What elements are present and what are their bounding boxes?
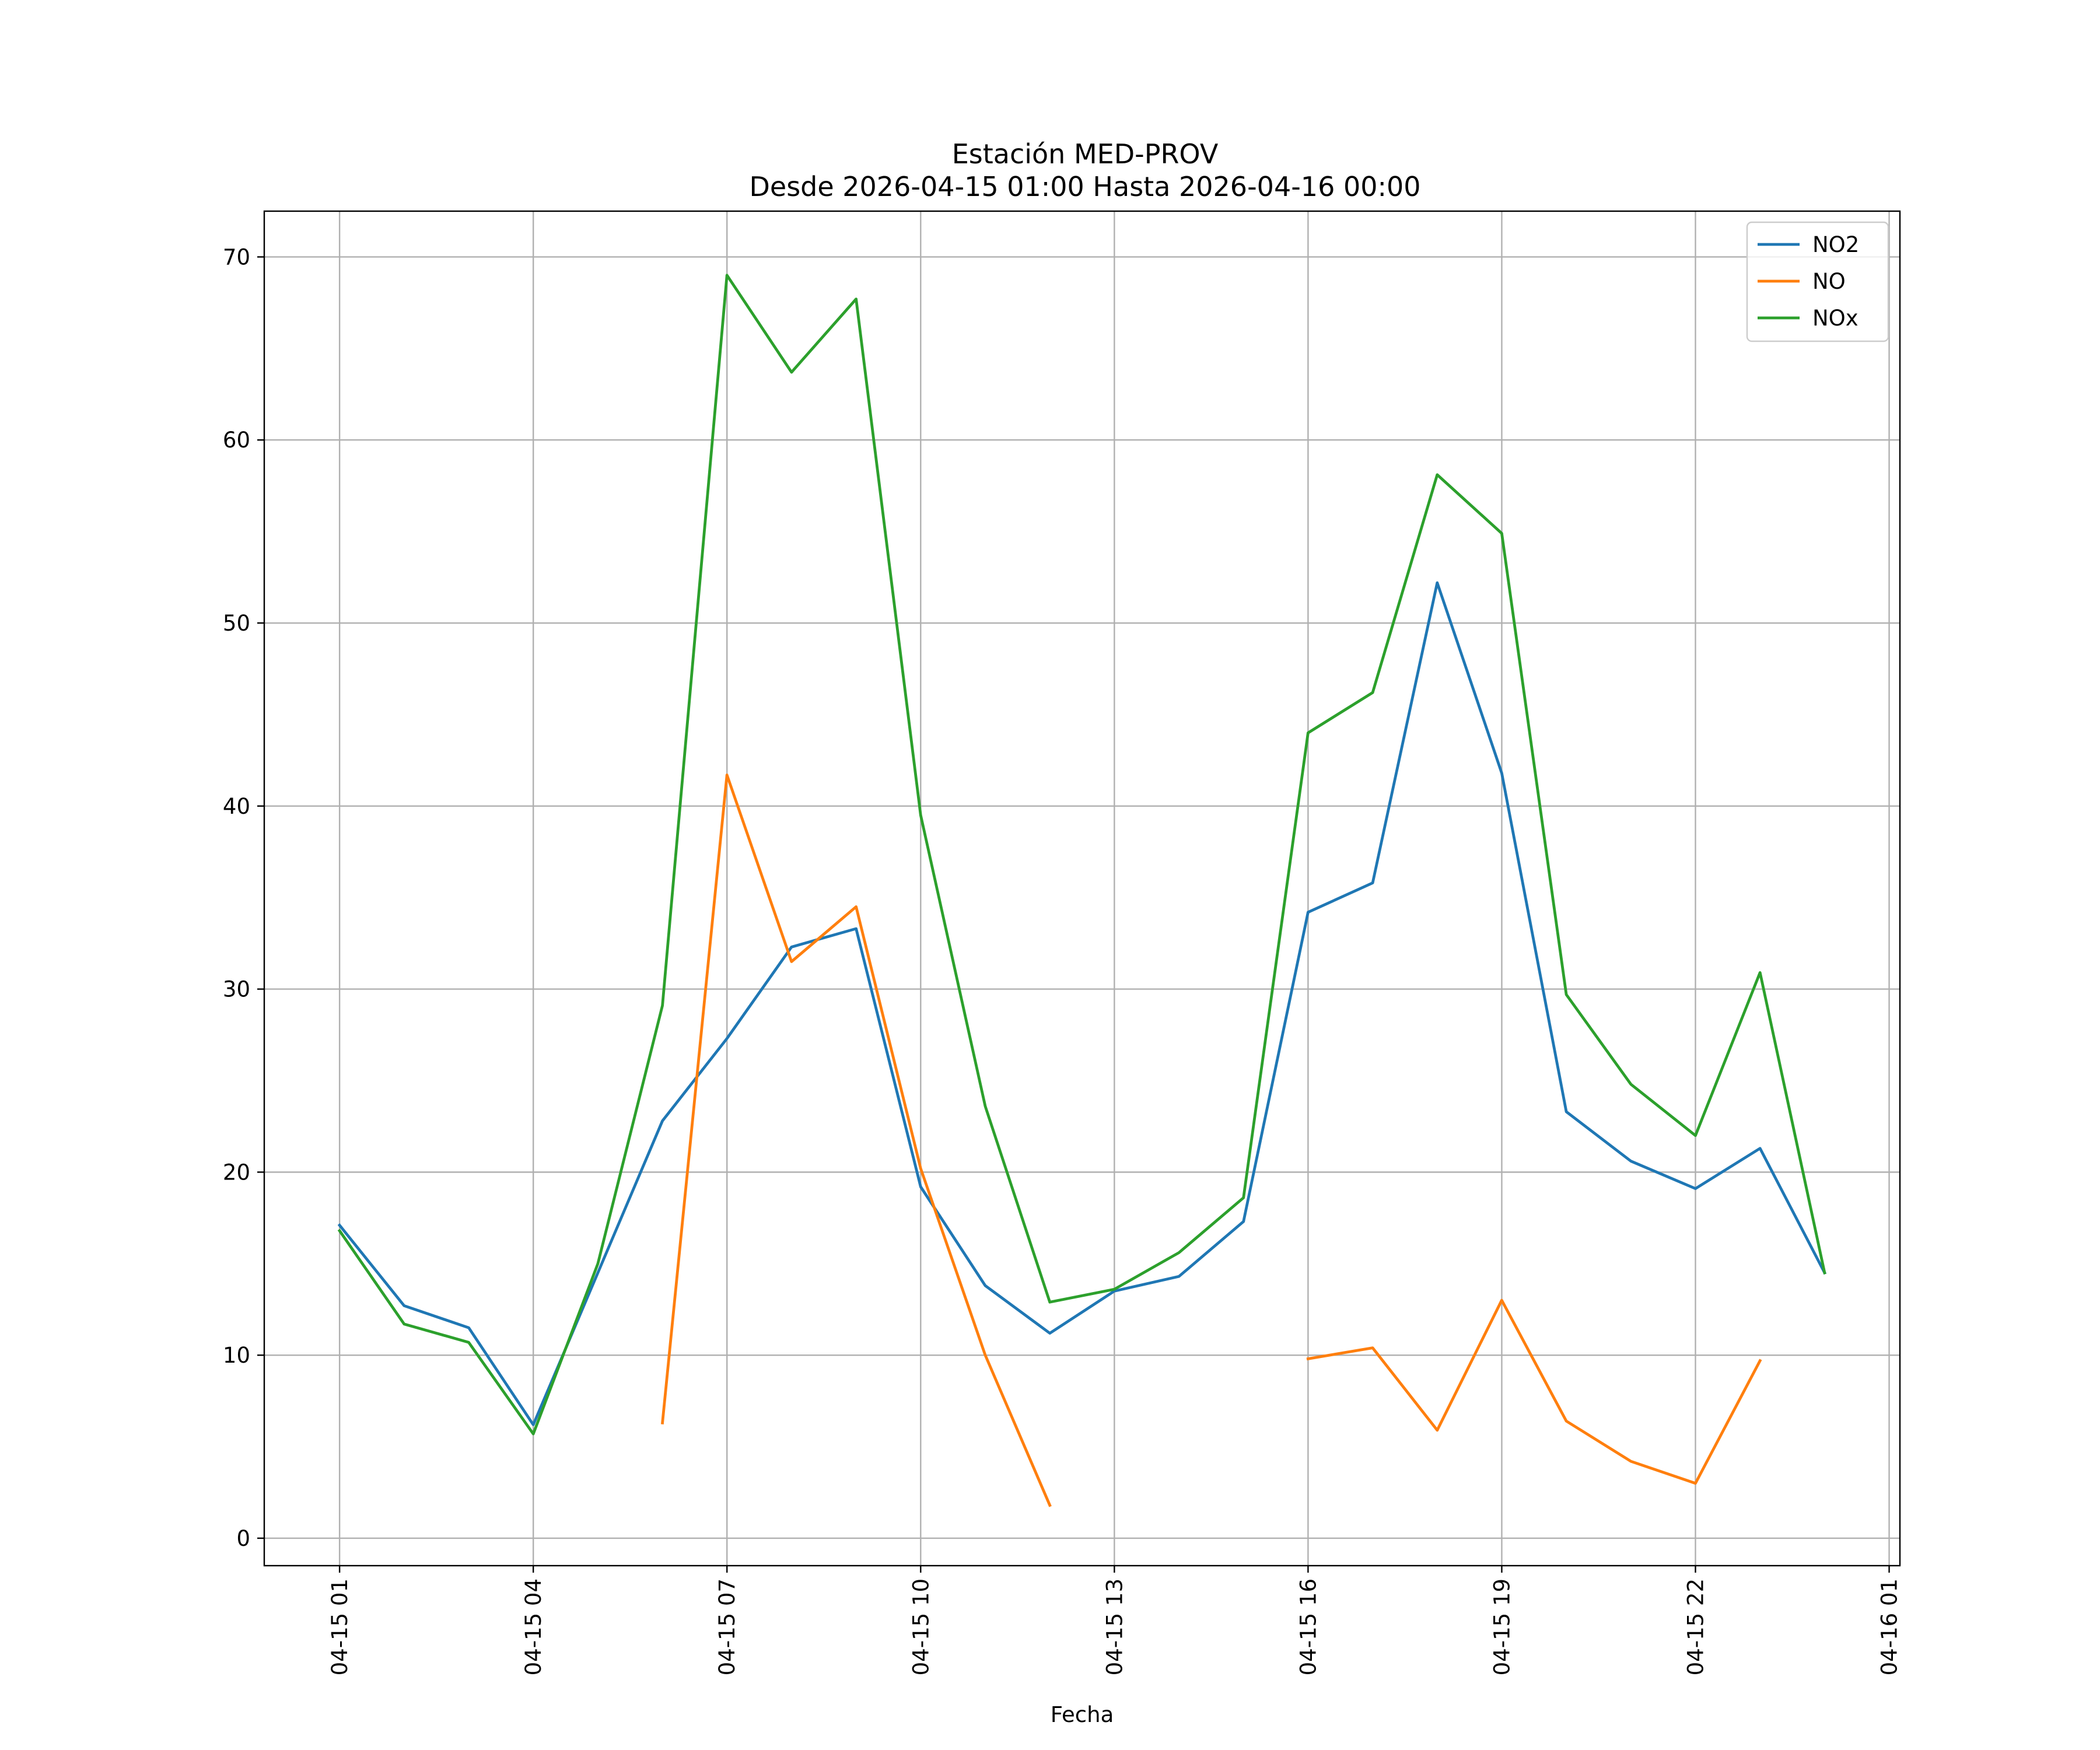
- plot-frame: [263, 210, 1901, 1567]
- grid: [264, 211, 1900, 1566]
- legend: NO2 NO NOx: [1746, 221, 1889, 342]
- y-tick-label: 20: [223, 1160, 250, 1185]
- x-tick-label: 04-15 10: [908, 1578, 933, 1675]
- x-tick-label: 04-15 13: [1102, 1578, 1127, 1675]
- y-tick-label: 0: [236, 1526, 250, 1551]
- y-tick-label: 70: [223, 244, 250, 270]
- x-tick-label: 04-15 22: [1684, 1578, 1709, 1675]
- y-tick-label: 10: [223, 1343, 250, 1368]
- legend-label-nox: NOx: [1812, 306, 1859, 331]
- y-tick-label: 50: [223, 611, 250, 636]
- series-line-no: [660, 774, 1762, 1507]
- legend-box: [1746, 221, 1889, 342]
- series-line-nox: [337, 274, 1826, 1436]
- x-tick-label: 04-15 19: [1489, 1578, 1514, 1675]
- series-line-no2: [337, 581, 1827, 1426]
- series-lines: [337, 274, 1827, 1507]
- axes: 04-15 01 04-15 04 04-15 07 04-15 10 04-15 13…: [223, 244, 1902, 1675]
- legend-label-no2: NO2: [1812, 232, 1859, 257]
- x-tick-label: 04-15 01: [327, 1578, 352, 1675]
- legend-label-no: NO: [1812, 269, 1846, 294]
- chart-title: Estación MED-PROV: [952, 138, 1219, 170]
- x-tick-label: 04-15 04: [521, 1578, 546, 1675]
- x-tick-label: 04-16 01: [1877, 1578, 1902, 1675]
- chart-subtitle: Desde 2026-04-15 01:00 Hasta 2026-04-16 …: [749, 171, 1420, 202]
- y-tick-label: 40: [223, 794, 250, 819]
- x-tick-label: 04-15 07: [715, 1578, 740, 1675]
- y-tick-label: 60: [223, 428, 250, 453]
- x-axis-label: Fecha: [1051, 1702, 1114, 1727]
- y-tick-label: 30: [223, 977, 250, 1002]
- x-tick-label: 04-15 16: [1296, 1578, 1321, 1675]
